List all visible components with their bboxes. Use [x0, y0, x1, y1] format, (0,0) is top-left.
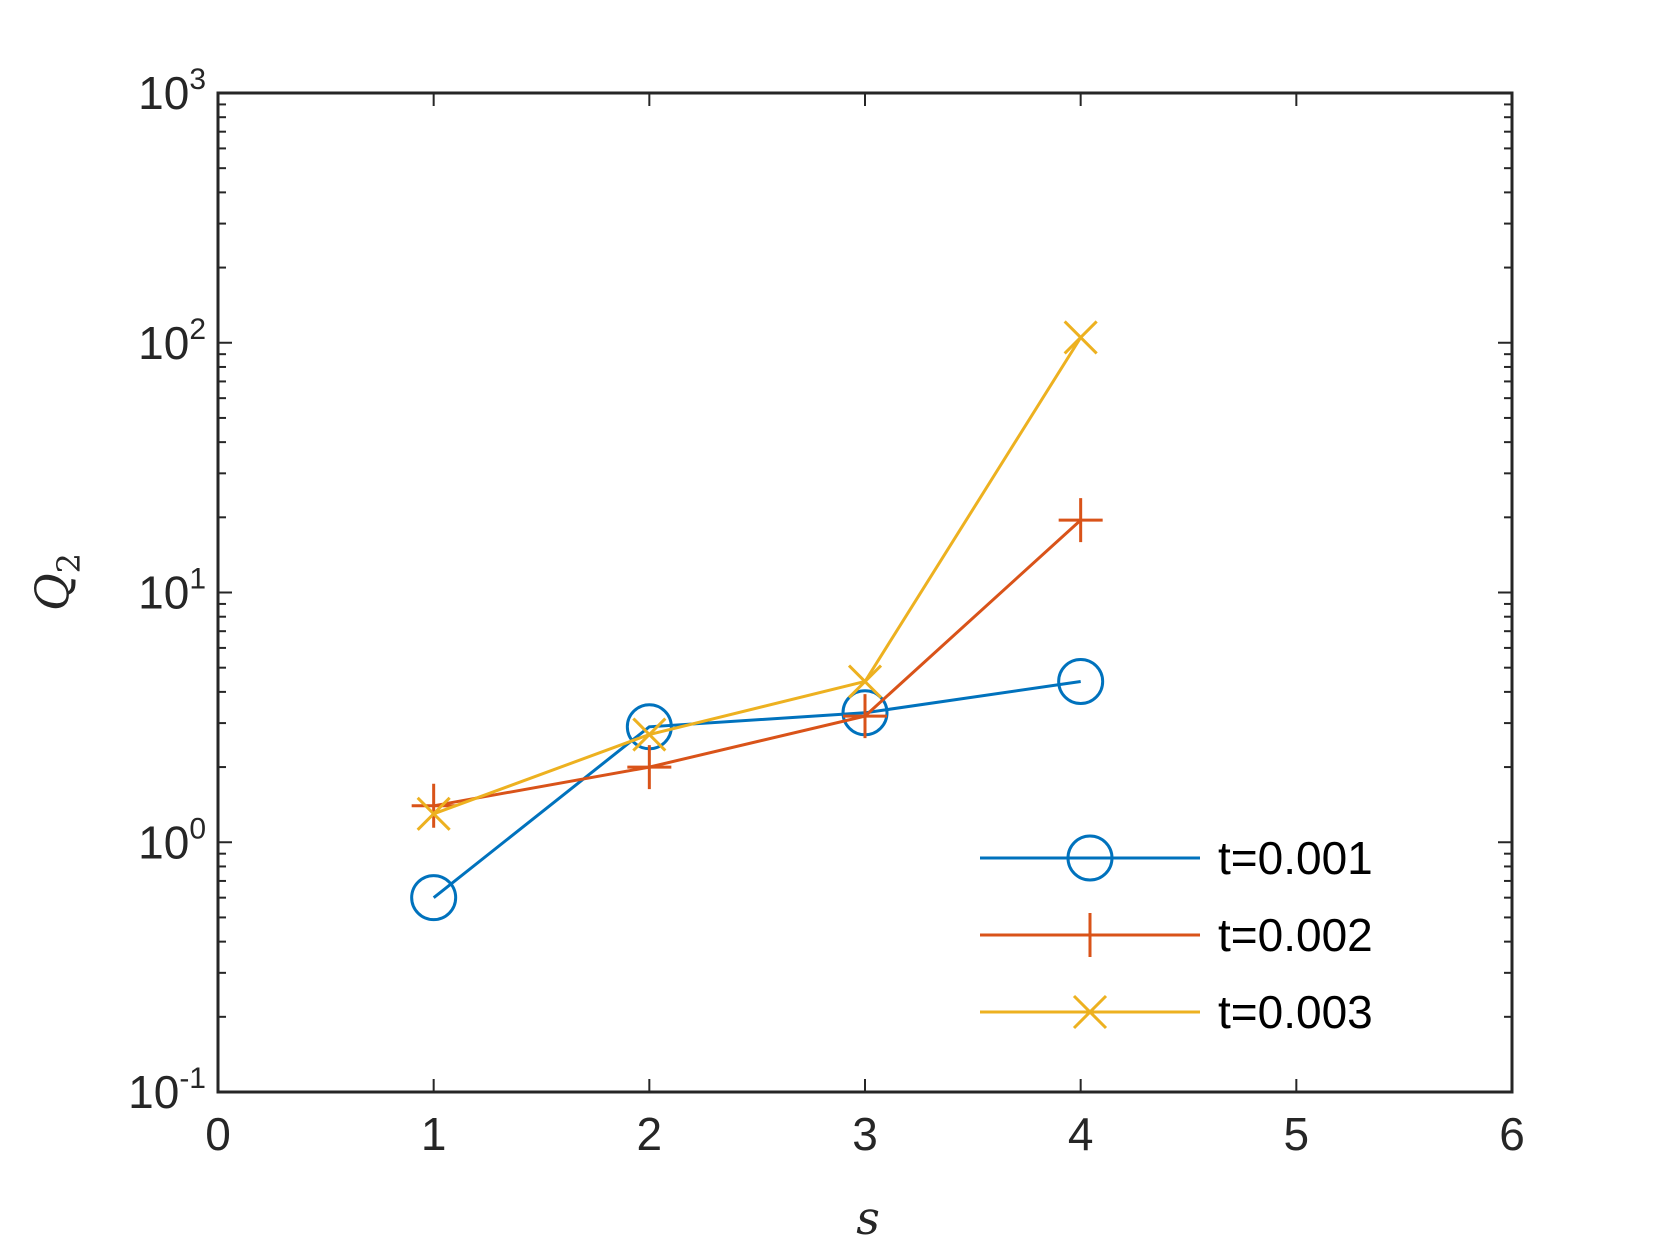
x-tick-label: 0 [205, 1108, 231, 1160]
legend-item: t=0.002 [980, 909, 1373, 961]
data-point [411, 783, 456, 828]
y-axis-label-sub: 2 [50, 553, 88, 573]
x-tick-labels: 0 1 2 3 4 5 6 [205, 1108, 1525, 1160]
data-point [416, 796, 451, 831]
y-tick-exponent: 2 [189, 313, 206, 346]
y-axis-label: Q2 [25, 553, 88, 611]
x-tick-label: 3 [852, 1108, 878, 1160]
data-point [843, 694, 887, 739]
y-tick-label: 100 [138, 812, 206, 868]
legend-marker [1066, 834, 1114, 882]
y-tick-label: 103 [138, 63, 206, 119]
data-point [1058, 498, 1103, 543]
y-tick-exponent: -1 [179, 1062, 206, 1095]
legend: t=0.001 t=0.002 t=0.003 [960, 820, 1420, 1050]
data-point [1063, 320, 1098, 355]
y-tick-base: 10 [138, 567, 189, 619]
data-point [847, 664, 883, 699]
series-line [432, 680, 1081, 899]
legend-label: t=0.003 [1218, 986, 1373, 1038]
data-point [627, 745, 672, 790]
series-layer [410, 320, 1105, 922]
x-tick-label: 4 [1068, 1108, 1094, 1160]
legend-label: t=0.001 [1218, 832, 1373, 884]
legend-item: t=0.001 [980, 832, 1373, 884]
y-axis-label-base: Q [25, 573, 79, 611]
legend-marker [1072, 994, 1108, 1030]
y-tick-label: 102 [138, 313, 206, 369]
y-tick-base: 10 [128, 1066, 179, 1118]
legend-item: t=0.003 [980, 986, 1373, 1038]
x-tick-label: 5 [1284, 1108, 1310, 1160]
axes-box [216, 91, 1514, 1094]
y-tick-label: 101 [138, 563, 206, 619]
y-tick-label: 10-1 [128, 1062, 206, 1118]
series-2 [411, 498, 1103, 828]
series-line [433, 518, 1082, 808]
legend-label: t=0.002 [1218, 909, 1373, 961]
y-tick-exponent: 3 [189, 63, 206, 96]
series-3 [416, 320, 1098, 831]
y-tick-exponent: 0 [189, 812, 206, 845]
x-tick-label: 1 [421, 1108, 447, 1160]
y-tick-exponent: 1 [189, 563, 206, 596]
x-axis-label: s [856, 1191, 880, 1244]
y-tick-base: 10 [138, 67, 189, 119]
data-point [632, 717, 667, 752]
data-point [1057, 658, 1105, 706]
y-tick-base: 10 [138, 816, 189, 868]
legend-marker [1068, 913, 1112, 957]
x-tick-label: 6 [1499, 1108, 1525, 1160]
data-point [410, 874, 458, 922]
x-tick-label: 2 [637, 1108, 663, 1160]
y-tick-base: 10 [138, 317, 189, 369]
series-line [433, 336, 1082, 816]
